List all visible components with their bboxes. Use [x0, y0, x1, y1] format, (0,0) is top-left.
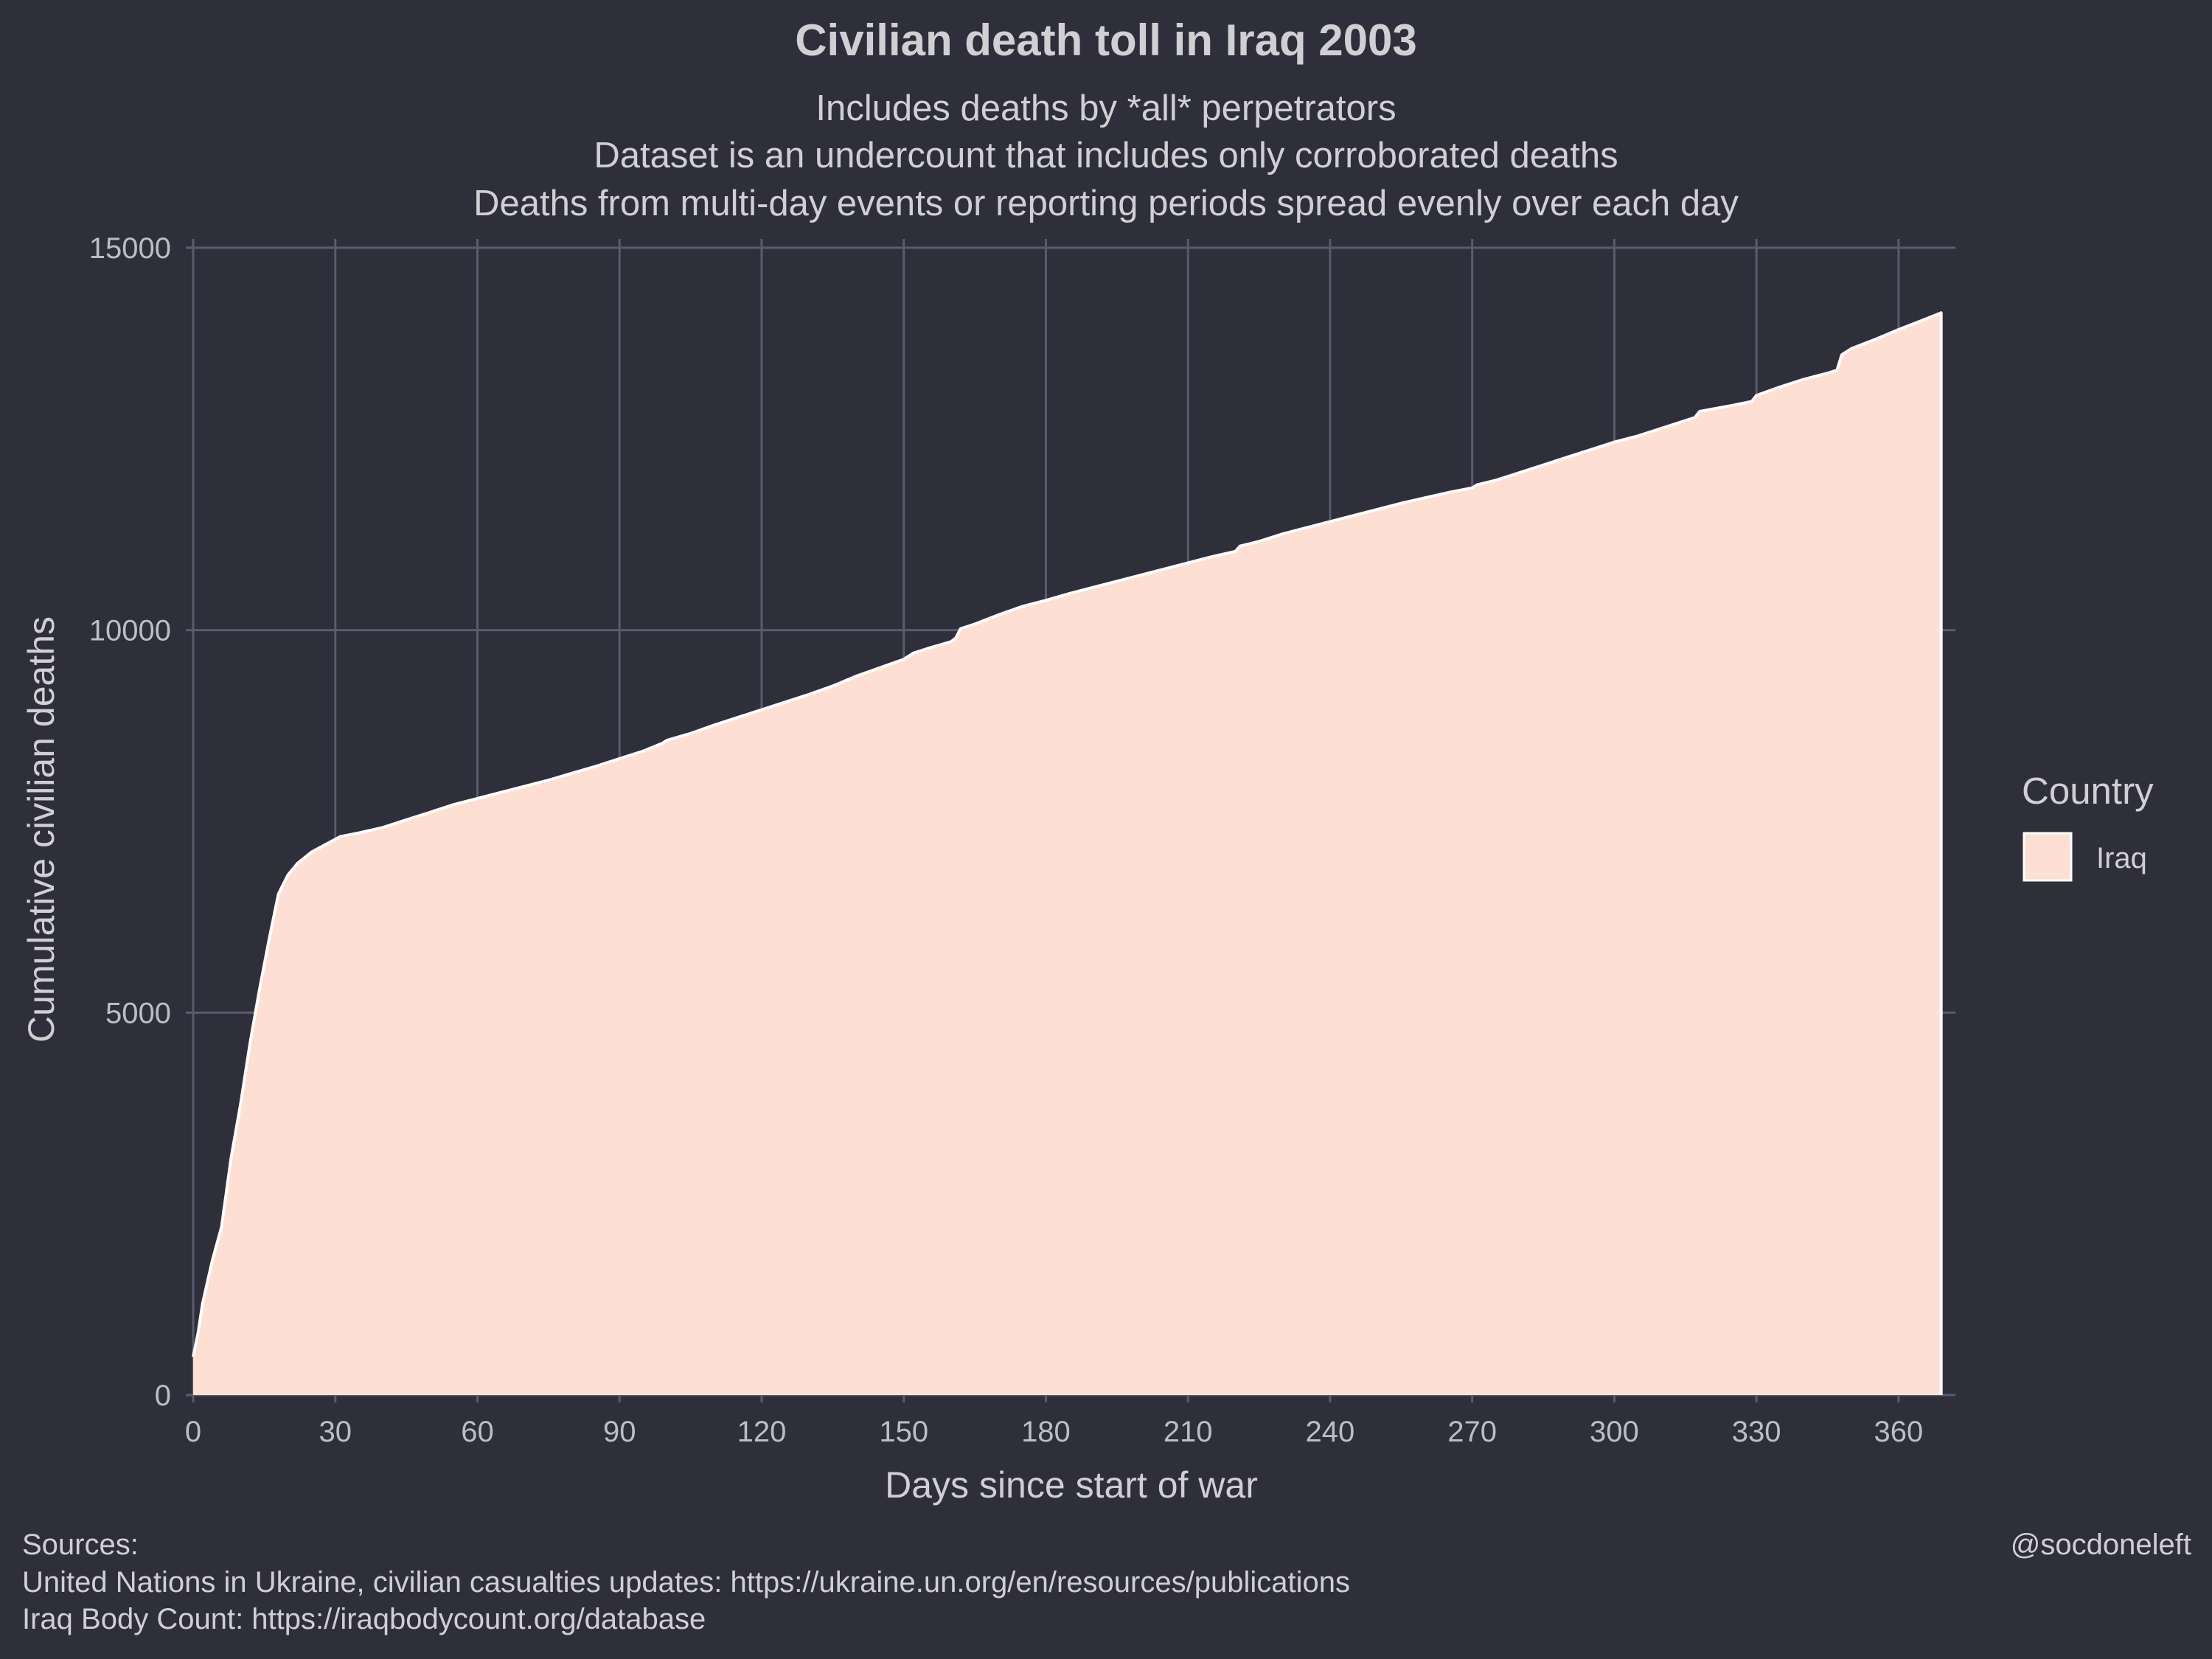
area-outline-iraq: [192, 311, 1943, 1395]
y-tick-label: 10000: [89, 615, 171, 647]
y-tick-label: 15000: [89, 232, 171, 265]
x-tick-label: 330: [1732, 1416, 1781, 1448]
legend-label-iraq: Iraq: [2096, 842, 2147, 874]
x-tick-label: 90: [603, 1416, 636, 1448]
x-axis: 0 30 60 90 120 150 180 210 240 270 300 330 360: [185, 1416, 1923, 1448]
x-axis-title: Days since start of war: [885, 1464, 1258, 1506]
caption-handle: @socdoneleft: [2011, 1528, 2191, 1561]
x-tick-label: 30: [319, 1416, 352, 1448]
caption: Sources: United Nations in Ukraine, civi…: [22, 1528, 2191, 1635]
caption-sources-heading: Sources:: [22, 1528, 139, 1561]
y-tick-label: 0: [155, 1380, 171, 1412]
y-axis-title: Cumulative civilian deaths: [21, 616, 62, 1043]
chart-subtitle-line-1: Includes deaths by *all* perpetrators: [815, 88, 1396, 128]
x-tick-label: 0: [185, 1416, 201, 1448]
chart-subtitle-line-2: Dataset is an undercount that includes o…: [594, 136, 1618, 175]
area-series-iraq: [193, 313, 1941, 1396]
y-tick-label: 5000: [105, 997, 171, 1029]
x-tick-label: 240: [1306, 1416, 1355, 1448]
x-tick-label: 300: [1590, 1416, 1639, 1448]
x-tick-label: 120: [737, 1416, 787, 1448]
x-tick-label: 150: [879, 1416, 928, 1448]
chart-subtitle-line-3: Deaths from multi-day events or reportin…: [473, 184, 1739, 223]
x-tick-label: 360: [1874, 1416, 1924, 1448]
x-tick-label: 180: [1021, 1416, 1071, 1448]
x-tick-label: 210: [1164, 1416, 1213, 1448]
legend: Country Iraq: [2022, 770, 2154, 882]
legend-swatch-iraq: [2023, 832, 2073, 882]
plot-area: [192, 311, 1943, 1396]
x-tick-label: 60: [461, 1416, 494, 1448]
caption-source-un: United Nations in Ukraine, civilian casu…: [22, 1566, 1350, 1599]
legend-title: Country: [2022, 770, 2154, 812]
chart-title: Civilian death toll in Iraq 2003: [795, 15, 1417, 65]
caption-source-ibc: Iraq Body Count: https://iraqbodycount.o…: [22, 1603, 706, 1635]
x-tick-label: 270: [1447, 1416, 1497, 1448]
y-axis: 0 5000 10000 15000: [89, 232, 171, 1412]
